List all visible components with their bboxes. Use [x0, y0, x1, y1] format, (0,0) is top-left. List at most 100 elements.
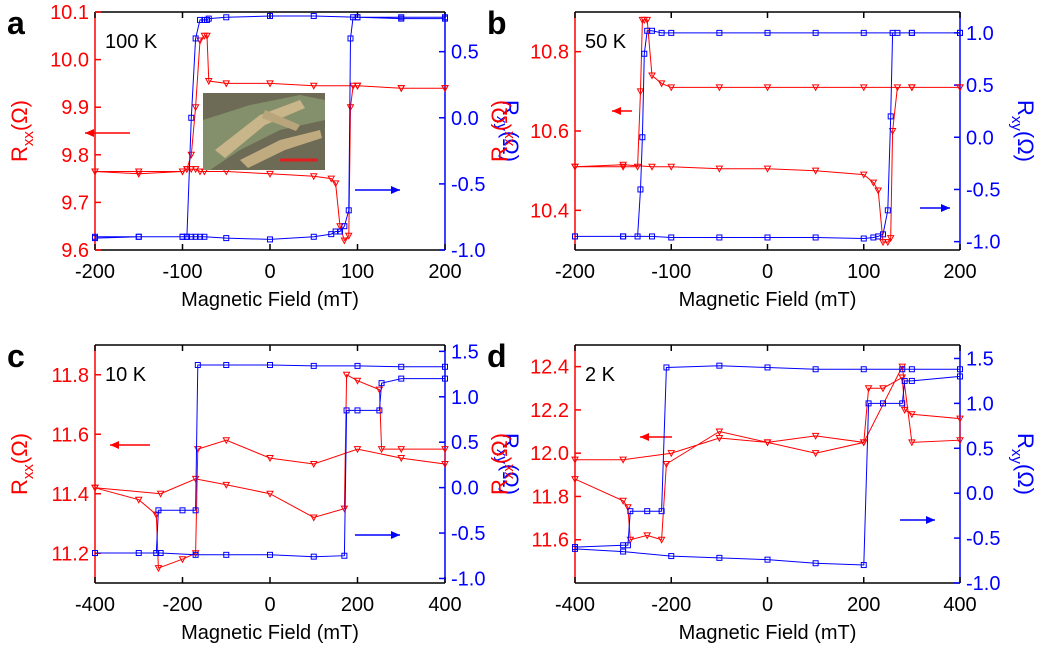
data-point [764, 364, 771, 371]
x-axis-label: Magnetic Field (mT) [679, 622, 857, 644]
data-point [197, 16, 203, 23]
y2-axis-label-part: R [498, 433, 523, 449]
data-point [668, 553, 675, 560]
data-point [441, 446, 449, 454]
y2-axis-label-part: xy [1008, 116, 1025, 132]
data-point [350, 14, 357, 21]
y-axis-label-part: xx [500, 131, 517, 147]
data-point [266, 80, 274, 88]
data-point [337, 228, 343, 235]
data-point [201, 233, 208, 240]
data-point [883, 239, 892, 247]
data-point [222, 80, 231, 88]
y-axis-label-part: (Ω) [7, 100, 32, 131]
y2-axis-label: Rxy(Ω) [493, 100, 523, 162]
data-point [354, 362, 361, 369]
data-point [888, 128, 897, 136]
data-point [200, 32, 209, 40]
y2-tick-label: 0.0 [451, 108, 479, 130]
x-tick-label: 200 [847, 594, 880, 616]
data-point [812, 366, 819, 373]
x-tick-label: 400 [428, 594, 461, 616]
data-point [619, 163, 627, 171]
data-point [879, 239, 887, 247]
data-point [267, 236, 273, 243]
data-point [668, 234, 675, 241]
x-tick-label: -400 [75, 594, 115, 616]
data-point [908, 29, 915, 36]
rxy-arrow-head [391, 531, 400, 539]
data-point [354, 14, 361, 21]
data-point [908, 411, 916, 419]
data-point [893, 84, 902, 92]
y2-axis-label-part: (Ω) [498, 131, 523, 162]
annotation: 100 K [105, 31, 158, 53]
y2-axis-label-part: (Ω) [1013, 464, 1038, 495]
data-point [648, 163, 656, 171]
data-point [441, 85, 449, 93]
data-point [956, 437, 964, 445]
x-axis-label: Magnetic Field (mT) [679, 289, 857, 311]
y2-tick-label: -0.5 [451, 523, 485, 545]
data-point [178, 168, 187, 176]
data-point [205, 15, 212, 22]
data-point [134, 170, 143, 178]
y-tick-label: 12.2 [530, 400, 569, 422]
data-point [619, 497, 627, 505]
panel: -200 -100 0 100 200 10.4 10.6 10.8 -1.0 -0.5 0.0 0.… [487, 5, 1038, 311]
series-line [575, 30, 960, 240]
series-line [574, 365, 961, 566]
y-axis-label: Rxx(Ω) [487, 100, 517, 162]
data-point [332, 228, 339, 235]
data-point [860, 29, 867, 36]
data-point [349, 82, 357, 90]
x-tick-label: 0 [762, 261, 773, 283]
data-point [899, 366, 906, 373]
data-point [638, 16, 647, 24]
y2-tick-label: -0.5 [966, 528, 1000, 550]
data-point [811, 84, 820, 92]
y-axis-label-part: R [487, 479, 512, 495]
data-point [183, 233, 190, 240]
data-point [812, 29, 819, 36]
y2-axis-label: Rxy(Ω) [1008, 100, 1038, 162]
data-point [658, 508, 665, 515]
data-point [649, 233, 655, 240]
data-point [376, 407, 383, 414]
data-point [715, 428, 724, 436]
data-point [442, 363, 448, 370]
y-tick-label: 10.6 [530, 121, 569, 143]
data-point [223, 551, 230, 558]
y-tick-label: 11.4 [52, 484, 89, 506]
data-point [956, 84, 964, 92]
data-point [156, 490, 165, 498]
x-tick-label: -100 [162, 261, 202, 283]
rxx-arrow-head [85, 129, 94, 137]
data-point [957, 366, 963, 373]
data-point [860, 562, 867, 569]
y2-tick-label: -1.0 [451, 568, 485, 590]
rxy-arrow-head [391, 186, 400, 194]
y2-tick-label: 1.0 [966, 23, 994, 45]
y-tick-label: 10.4 [530, 200, 569, 222]
data-point [327, 175, 336, 183]
x-tick-label: -200 [651, 594, 691, 616]
data-point [716, 554, 723, 561]
data-point [134, 496, 143, 504]
data-point [157, 550, 164, 557]
data-point [957, 29, 963, 36]
data-point [860, 366, 867, 373]
data-point [310, 362, 317, 369]
data-point [908, 366, 915, 373]
y-tick-label: 9.8 [61, 145, 89, 167]
data-point [194, 361, 201, 368]
y-axis-label-part: R [7, 479, 32, 495]
data-point [223, 361, 230, 368]
panel-letter: a [7, 5, 25, 41]
data-point [441, 461, 449, 469]
y-tick-label: 12.0 [530, 443, 569, 465]
data-point [764, 556, 771, 563]
data-point [899, 400, 906, 407]
rxx-arrow-head [110, 441, 119, 449]
data-point [763, 439, 772, 447]
